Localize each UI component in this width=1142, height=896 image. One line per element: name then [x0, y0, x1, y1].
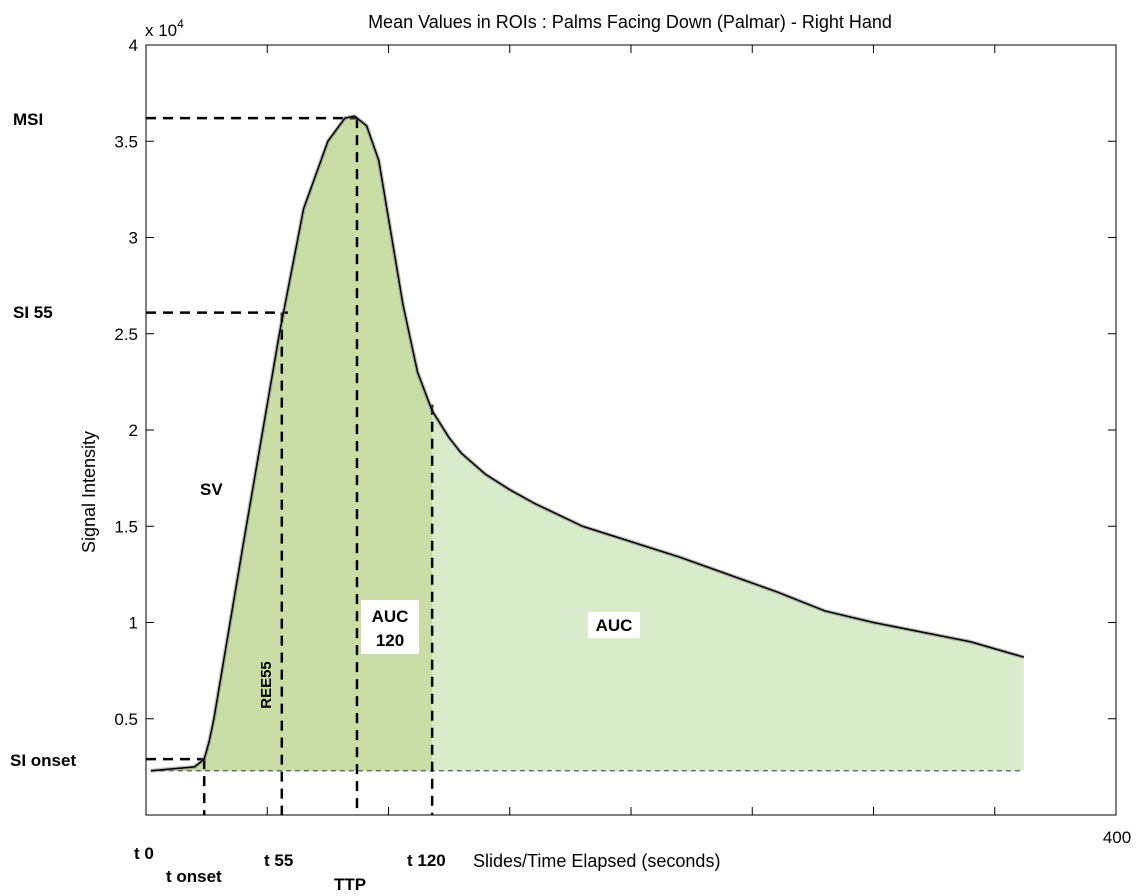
y-tick-labels: 0.5 1 1.5 2 2.5 3 3.5 4: [114, 36, 138, 729]
tick-marks: [146, 44, 1116, 815]
y-tick-label: 1: [129, 614, 138, 633]
y-multiplier-exponent: 4: [177, 17, 184, 31]
auc-area: [432, 410, 1024, 771]
dashed-guides: [146, 116, 1024, 815]
label-si-onset: SI onset: [10, 751, 76, 770]
curve-group: [150, 114, 1025, 773]
label-auc120-line1: AUC: [372, 607, 409, 626]
auc120-area: [150, 116, 433, 771]
label-ree55: REE55: [258, 661, 275, 709]
y-tick-label: 2: [129, 421, 138, 440]
label-t120: t 120: [407, 851, 446, 870]
y-tick-label: 1.5: [114, 517, 138, 536]
x-tick-label-400: 400: [1103, 828, 1131, 847]
label-t-onset: t onset: [166, 867, 222, 886]
auc120-label-box: [361, 600, 419, 654]
y-tick-label: 3: [129, 229, 138, 248]
label-auc120-line2: 120: [376, 631, 404, 650]
y-multiplier-base: x 10: [145, 21, 177, 40]
y-tick-label: 4: [129, 36, 138, 55]
y-tick-label: 3.5: [114, 132, 138, 151]
signal-curve: [150, 115, 1025, 772]
label-t55: t 55: [264, 851, 293, 870]
y-tick-label: 2.5: [114, 325, 138, 344]
label-msi: MSI: [13, 110, 43, 129]
label-sv: SV: [200, 480, 223, 499]
auc-label-box: [588, 612, 640, 638]
y-tick-label: 0.5: [114, 710, 138, 729]
label-ttp: TTP: [334, 875, 366, 894]
y-multiplier: x 104: [145, 17, 184, 40]
label-auc: AUC: [596, 616, 633, 635]
label-t0: t 0: [134, 844, 154, 863]
chart-title: Mean Values in ROIs : Palms Facing Down …: [368, 12, 892, 32]
label-si55: SI 55: [13, 303, 53, 322]
x-axis-label: Slides/Time Elapsed (seconds): [473, 851, 720, 871]
y-axis-label: Signal Intensity: [79, 431, 99, 553]
